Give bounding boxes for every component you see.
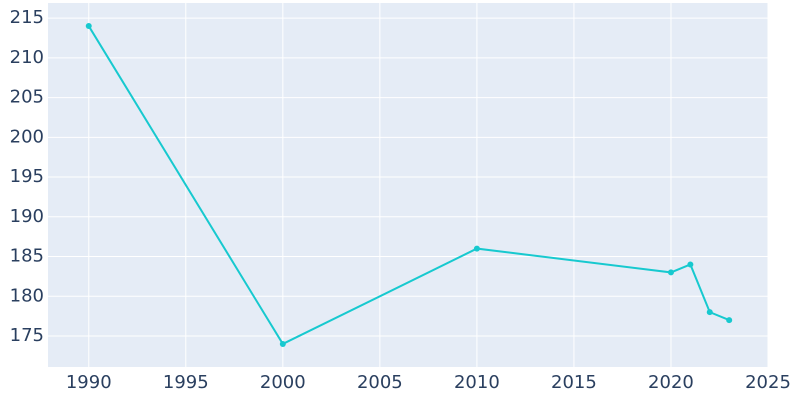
y-tick-label: 200 bbox=[10, 126, 44, 147]
y-tick-label: 190 bbox=[10, 206, 44, 227]
x-tick-label: 1990 bbox=[66, 372, 112, 393]
x-tick-label: 2000 bbox=[260, 372, 306, 393]
point bbox=[473, 245, 480, 252]
point bbox=[667, 269, 674, 276]
plot-area bbox=[48, 3, 768, 367]
y-tick-label: 205 bbox=[10, 87, 44, 108]
y-tick-label: 175 bbox=[10, 325, 44, 346]
y-tick-label: 185 bbox=[10, 246, 44, 267]
y-tick-label: 215 bbox=[10, 7, 44, 28]
x-tick-label: 2025 bbox=[745, 372, 791, 393]
x-tick-label: 2015 bbox=[551, 372, 597, 393]
point bbox=[726, 317, 733, 324]
point bbox=[85, 23, 92, 30]
x-tick-label: 2020 bbox=[648, 372, 694, 393]
y-tick-label: 180 bbox=[10, 285, 44, 306]
point bbox=[279, 340, 286, 347]
point bbox=[687, 261, 694, 268]
x-tick-label: 2010 bbox=[454, 372, 500, 393]
x-tick-label: 1995 bbox=[163, 372, 209, 393]
x-tick-label: 2005 bbox=[357, 372, 403, 393]
y-tick-label: 195 bbox=[10, 166, 44, 187]
point bbox=[706, 309, 713, 316]
y-tick-label: 210 bbox=[10, 47, 44, 68]
